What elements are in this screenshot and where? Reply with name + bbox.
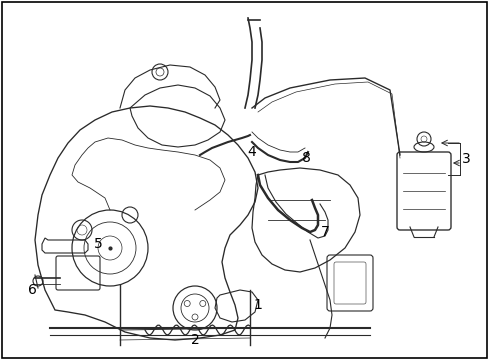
Text: 8: 8 bbox=[301, 151, 310, 165]
Text: 3: 3 bbox=[461, 152, 469, 166]
Text: 2: 2 bbox=[190, 333, 199, 347]
Text: 5: 5 bbox=[93, 237, 102, 251]
Text: 6: 6 bbox=[27, 283, 37, 297]
Text: 7: 7 bbox=[320, 225, 329, 239]
Text: 1: 1 bbox=[253, 298, 262, 312]
Text: 4: 4 bbox=[247, 145, 256, 159]
